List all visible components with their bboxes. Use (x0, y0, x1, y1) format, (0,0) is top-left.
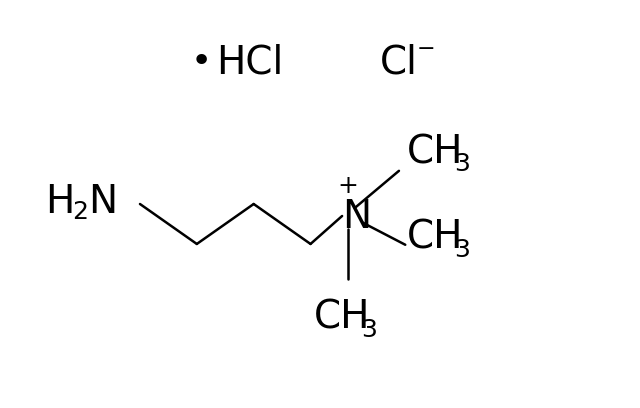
Text: H: H (45, 183, 75, 221)
Text: 3: 3 (361, 318, 377, 342)
Text: Cl: Cl (380, 43, 418, 81)
Text: CH: CH (406, 133, 463, 171)
Text: N: N (342, 198, 371, 236)
Text: 3: 3 (454, 238, 470, 262)
Text: HCl: HCl (216, 43, 283, 81)
Text: •: • (191, 45, 212, 79)
Text: −: − (417, 39, 435, 59)
Text: N: N (88, 183, 117, 221)
Text: 3: 3 (454, 152, 470, 176)
Text: +: + (337, 174, 358, 198)
Text: 2: 2 (72, 200, 88, 224)
Text: CH: CH (406, 219, 463, 257)
Text: CH: CH (314, 299, 370, 337)
